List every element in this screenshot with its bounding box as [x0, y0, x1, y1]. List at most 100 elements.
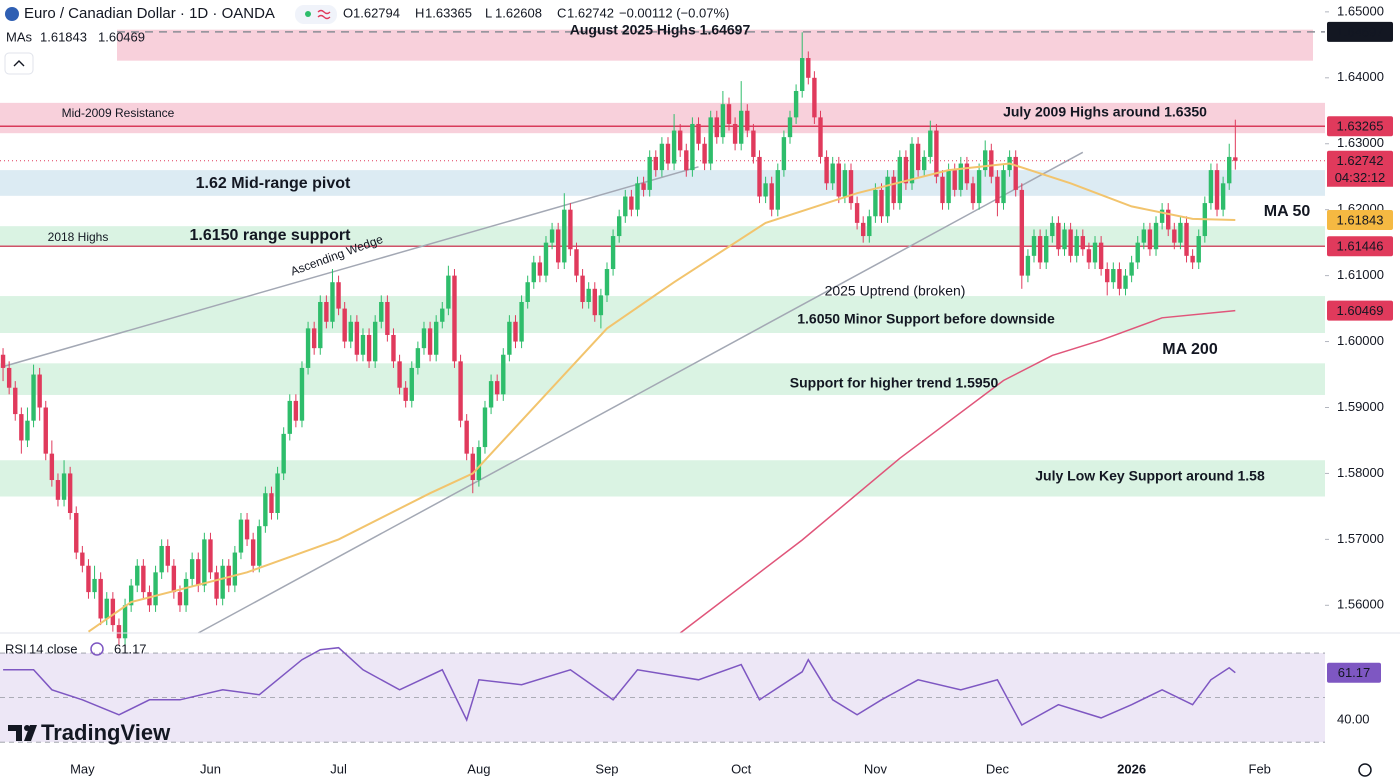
candle-body	[446, 275, 451, 309]
candle-body	[1141, 229, 1147, 243]
rsi-icon[interactable]	[90, 642, 104, 656]
candle-body	[141, 565, 146, 593]
settings-icon[interactable]	[1358, 763, 1372, 777]
ohlc-value: 1.62794	[353, 5, 400, 20]
candle-body	[726, 104, 732, 124]
candle-body	[366, 334, 372, 362]
annotation: Support for higher trend 1.5950	[790, 375, 999, 391]
candle-body	[1172, 229, 1177, 243]
candle-body	[433, 321, 439, 355]
candle-body	[580, 275, 585, 302]
candle-body	[147, 592, 152, 606]
ma-badge: 1.60469	[1337, 303, 1384, 318]
candle-body	[848, 170, 854, 204]
candle-body	[287, 400, 292, 434]
rsi-name: RSI	[5, 641, 27, 656]
candle-body	[336, 282, 341, 309]
candle-body	[708, 117, 713, 164]
candle-body	[281, 433, 286, 474]
last-price-badge: 1.62742	[1337, 153, 1384, 168]
candle-body	[196, 559, 201, 586]
candle-body	[714, 117, 719, 138]
candle-body	[1098, 242, 1104, 270]
candle-body	[806, 58, 811, 78]
candle-body	[793, 90, 799, 118]
candle-body	[476, 447, 482, 481]
candle-body	[458, 361, 463, 421]
candle-body	[488, 381, 494, 408]
candle-body	[232, 552, 238, 586]
ma-legend: MAs	[6, 29, 33, 44]
candle-body	[989, 150, 994, 177]
x-tick-label: Sep	[595, 761, 618, 776]
candle-body	[1062, 229, 1067, 250]
candle-body	[464, 420, 469, 454]
ma-label: MA 200	[1162, 341, 1218, 358]
candle-body	[324, 301, 329, 322]
candle-body	[1190, 255, 1195, 263]
candle-body	[257, 526, 262, 566]
candle-body	[592, 288, 597, 316]
candle-body	[379, 301, 384, 322]
candle-body	[891, 176, 896, 204]
candle-body	[403, 387, 408, 401]
candle-body	[220, 565, 225, 599]
candle-body	[799, 58, 805, 91]
candle-body	[6, 367, 12, 388]
annotation: July 2009 Highs around 1.6350	[1003, 104, 1207, 120]
candle-body	[909, 143, 915, 184]
ma-label: MA 50	[1264, 203, 1311, 220]
candle-body	[690, 123, 695, 171]
candle-body	[720, 104, 726, 138]
candle-body	[1208, 170, 1214, 204]
candle-body	[1050, 222, 1055, 237]
candle-body	[110, 598, 116, 626]
candle-body	[391, 334, 396, 362]
collapse-button[interactable]	[4, 52, 34, 75]
annotation: Mid-2009 Resistance	[62, 106, 175, 120]
candle-body	[970, 183, 976, 204]
symbol-icon	[5, 7, 19, 21]
x-tick-label: Oct	[731, 761, 752, 776]
last-price-badge-bg	[1327, 150, 1393, 171]
series-line	[679, 309, 1236, 634]
ma-badge: 1.61843	[1337, 212, 1384, 227]
candle-body	[1178, 222, 1183, 243]
candle-body	[830, 163, 835, 184]
candle-body	[183, 578, 189, 606]
candle-body	[836, 163, 842, 197]
zone	[0, 170, 1325, 196]
candle-body	[98, 578, 103, 619]
rsi-settings: 14 close	[29, 641, 77, 656]
candle-body	[452, 275, 457, 362]
candle-body	[684, 150, 689, 171]
header-pill[interactable]	[295, 5, 337, 24]
candle-body	[812, 77, 817, 118]
candle-body	[983, 150, 988, 171]
zone	[0, 226, 1325, 246]
candle-body	[275, 473, 280, 513]
countdown: 04:32:12	[1335, 170, 1386, 185]
x-tick-label: Aug	[467, 761, 490, 776]
candle-body	[1123, 275, 1128, 289]
candle-body	[1037, 236, 1043, 263]
candle-body	[55, 480, 61, 500]
change: −0.00112 (−0.07%)	[619, 5, 729, 20]
y-tick-label: 1.57000	[1337, 531, 1384, 546]
candle-body	[25, 420, 30, 441]
x-tick-label: Dec	[986, 761, 1010, 776]
candle-body	[1227, 156, 1232, 184]
rsi-badge: 61.17	[1338, 665, 1371, 680]
candle-body	[964, 163, 970, 184]
candle-body	[421, 328, 427, 349]
candle-body	[519, 301, 524, 342]
candle-body	[940, 176, 945, 204]
candle-body	[531, 262, 536, 283]
candle-body	[946, 170, 951, 204]
candle-body	[1159, 209, 1165, 223]
candle-body	[409, 367, 414, 401]
zone	[0, 363, 1325, 395]
symbol-title: Euro / Canadian Dollar · 1D · OANDA	[24, 5, 275, 22]
trend-line	[2, 166, 699, 368]
